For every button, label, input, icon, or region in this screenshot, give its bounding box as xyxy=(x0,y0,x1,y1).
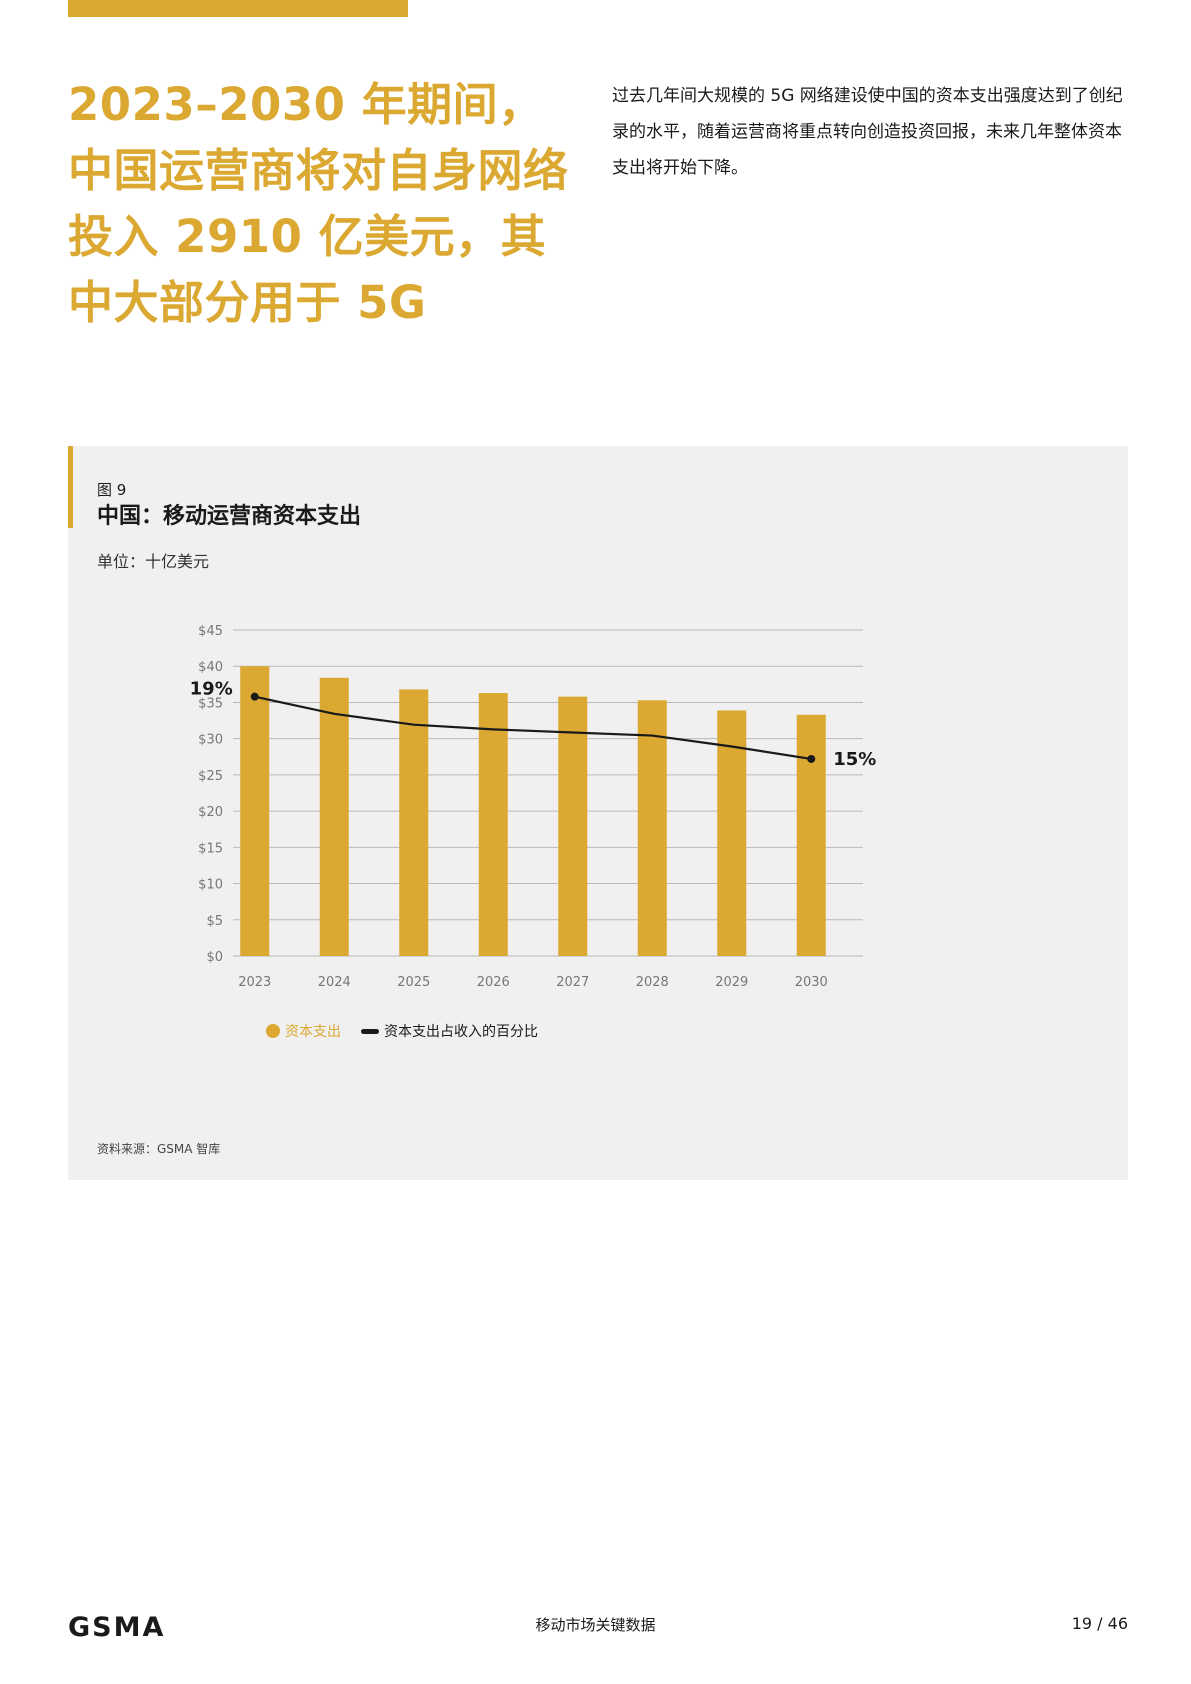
gsma-logo: GSMA xyxy=(68,1612,166,1643)
bar-2030 xyxy=(796,714,826,956)
line-label-last: 15% xyxy=(833,749,876,770)
page-number: 19 / 46 xyxy=(1071,1614,1128,1633)
page-headline: 2023–2030 年期间，中国运营商将对自身网络投入 2910 亿美元，其中大… xyxy=(68,78,569,329)
x-tick-label: 2027 xyxy=(556,975,589,990)
y-tick-label: $30 xyxy=(198,733,223,748)
legend-bar-swatch xyxy=(266,1024,280,1038)
y-tick-label: $40 xyxy=(198,660,223,675)
y-tick-label: $35 xyxy=(198,696,223,711)
legend-capex-label: 资本支出 xyxy=(285,1024,341,1040)
line-label-first: 19% xyxy=(190,679,233,700)
panel-accent-bar xyxy=(68,446,73,528)
x-tick-label: 2025 xyxy=(397,975,430,990)
bar-2023 xyxy=(240,666,270,956)
bar-2025 xyxy=(399,689,429,956)
x-tick-label: 2030 xyxy=(795,975,828,990)
bar-2027 xyxy=(558,696,588,956)
legend-ratio-label: 资本支出占收入的百分比 xyxy=(384,1024,538,1040)
figure-source: 资料来源：GSMA 智库 xyxy=(97,1142,221,1156)
chart-legend: 资本支出 资本支出占收入的百分比 xyxy=(266,1021,558,1041)
legend-line-swatch xyxy=(361,1028,379,1034)
figure-number: 图 9 xyxy=(97,481,127,499)
y-tick-label: $5 xyxy=(206,914,223,929)
figure-unit: 单位：十亿美元 xyxy=(97,552,210,571)
bar-2026 xyxy=(478,693,508,956)
x-tick-label: 2029 xyxy=(715,975,748,990)
y-tick-label: $25 xyxy=(198,769,223,784)
figure-panel: 图 9 中国：移动运营商资本支出 单位：十亿美元 $0 $5 $10 $15 $20 $2… xyxy=(68,446,1128,1180)
line-point-2023 xyxy=(250,692,259,701)
y-tick-label: $0 xyxy=(206,950,223,965)
y-tick-label: $10 xyxy=(198,878,223,893)
line-point-2030 xyxy=(807,754,816,763)
x-tick-label: 2026 xyxy=(477,975,510,990)
bar-2024 xyxy=(319,677,349,956)
legend-item-capex: 资本支出 xyxy=(266,1021,341,1041)
legend-item-capex-ratio: 资本支出占收入的百分比 xyxy=(361,1021,538,1041)
figure-title: 中国：移动运营商资本支出 xyxy=(97,504,362,529)
y-tick-label: $45 xyxy=(198,624,223,639)
y-tick-label: $15 xyxy=(198,841,223,856)
footer-title: 移动市场关键数据 xyxy=(535,1616,656,1634)
x-tick-label: 2024 xyxy=(318,975,351,990)
x-tick-label: 2028 xyxy=(636,975,669,990)
capex-chart: $0 $5 $10 $15 $20 $25 $30 $35 $40 $45 2023 2024 2025… xyxy=(190,624,877,990)
bar-2028 xyxy=(637,700,667,956)
y-tick-label: $20 xyxy=(198,805,223,820)
bar-2029 xyxy=(717,710,747,956)
intro-paragraph: 过去几年间大规模的 5G 网络建设使中国的资本支出强度达到了创纪录的水平，随着运… xyxy=(612,86,1123,178)
capex-ratio-line xyxy=(254,695,812,761)
x-tick-label: 2023 xyxy=(238,975,271,990)
top-accent-bar xyxy=(68,0,408,17)
